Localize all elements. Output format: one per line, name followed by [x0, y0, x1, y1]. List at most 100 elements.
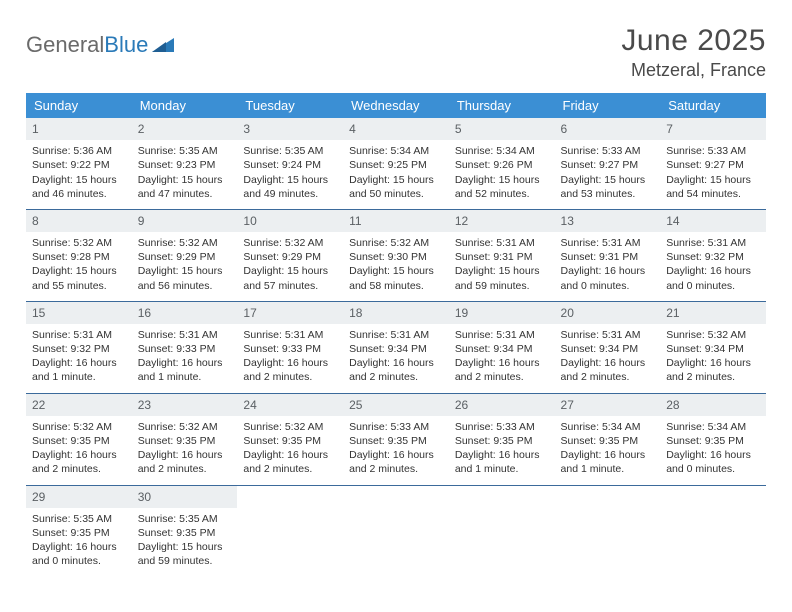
sunset-line: Sunset: 9:29 PM [138, 250, 232, 264]
brand-part1: General [26, 32, 104, 58]
sunset-line: Sunset: 9:30 PM [349, 250, 443, 264]
sunset-line: Sunset: 9:28 PM [32, 250, 126, 264]
sunset-line: Sunset: 9:35 PM [32, 526, 126, 540]
week-row: 8Sunrise: 5:32 AMSunset: 9:28 PMDaylight… [26, 209, 766, 301]
day-cell: 23Sunrise: 5:32 AMSunset: 9:35 PMDayligh… [132, 393, 238, 485]
day-cell: 10Sunrise: 5:32 AMSunset: 9:29 PMDayligh… [237, 209, 343, 301]
day-number: 18 [343, 302, 449, 324]
day-number: 30 [132, 486, 238, 508]
dow-row: Sunday Monday Tuesday Wednesday Thursday… [26, 93, 766, 118]
day-number: 13 [555, 210, 661, 232]
day-cell: 22Sunrise: 5:32 AMSunset: 9:35 PMDayligh… [26, 393, 132, 485]
daylight-line: Daylight: 15 hours and 46 minutes. [32, 173, 126, 201]
brand-triangle-icon [152, 32, 174, 58]
sunrise-line: Sunrise: 5:31 AM [666, 236, 760, 250]
brand-logo: GeneralBlue [26, 32, 174, 58]
day-number: 21 [660, 302, 766, 324]
sunset-line: Sunset: 9:35 PM [349, 434, 443, 448]
week-row: 29Sunrise: 5:35 AMSunset: 9:35 PMDayligh… [26, 485, 766, 576]
day-cell: 4Sunrise: 5:34 AMSunset: 9:25 PMDaylight… [343, 118, 449, 209]
sunset-line: Sunset: 9:34 PM [455, 342, 549, 356]
day-number: 1 [26, 118, 132, 140]
sunset-line: Sunset: 9:35 PM [243, 434, 337, 448]
sunset-line: Sunset: 9:34 PM [349, 342, 443, 356]
day-number: 28 [660, 394, 766, 416]
sunrise-line: Sunrise: 5:34 AM [455, 144, 549, 158]
daylight-line: Daylight: 15 hours and 50 minutes. [349, 173, 443, 201]
daylight-line: Daylight: 15 hours and 58 minutes. [349, 264, 443, 292]
daylight-line: Daylight: 16 hours and 1 minute. [32, 356, 126, 384]
daylight-line: Daylight: 16 hours and 1 minute. [455, 448, 549, 476]
day-number: 3 [237, 118, 343, 140]
location-label: Metzeral, France [621, 60, 766, 81]
day-cell: 5Sunrise: 5:34 AMSunset: 9:26 PMDaylight… [449, 118, 555, 209]
sunset-line: Sunset: 9:27 PM [561, 158, 655, 172]
day-cell: 17Sunrise: 5:31 AMSunset: 9:33 PMDayligh… [237, 301, 343, 393]
day-cell: 2Sunrise: 5:35 AMSunset: 9:23 PMDaylight… [132, 118, 238, 209]
sunrise-line: Sunrise: 5:32 AM [32, 236, 126, 250]
day-cell: 11Sunrise: 5:32 AMSunset: 9:30 PMDayligh… [343, 209, 449, 301]
sunset-line: Sunset: 9:27 PM [666, 158, 760, 172]
day-number: 4 [343, 118, 449, 140]
sunrise-line: Sunrise: 5:33 AM [561, 144, 655, 158]
day-cell: 1Sunrise: 5:36 AMSunset: 9:22 PMDaylight… [26, 118, 132, 209]
daylight-line: Daylight: 15 hours and 55 minutes. [32, 264, 126, 292]
day-number: 6 [555, 118, 661, 140]
daylight-line: Daylight: 16 hours and 0 minutes. [561, 264, 655, 292]
day-cell: 8 Sunrise: 5:32 AMSunset: 9:28 PMDaylight… [26, 209, 132, 301]
week-row: 15Sunrise: 5:31 AMSunset: 9:32 PMDayligh… [26, 301, 766, 393]
sunset-line: Sunset: 9:32 PM [666, 250, 760, 264]
sunrise-line: Sunrise: 5:32 AM [138, 420, 232, 434]
day-number: 11 [343, 210, 449, 232]
sunrise-line: Sunrise: 5:32 AM [243, 236, 337, 250]
day-cell: 28Sunrise: 5:34 AMSunset: 9:35 PMDayligh… [660, 393, 766, 485]
sunset-line: Sunset: 9:35 PM [455, 434, 549, 448]
day-cell: 27Sunrise: 5:34 AMSunset: 9:35 PMDayligh… [555, 393, 661, 485]
day-cell: 16Sunrise: 5:31 AMSunset: 9:33 PMDayligh… [132, 301, 238, 393]
sunset-line: Sunset: 9:35 PM [561, 434, 655, 448]
day-cell: 30Sunrise: 5:35 AMSunset: 9:35 PMDayligh… [132, 485, 238, 576]
sunrise-line: Sunrise: 5:35 AM [138, 512, 232, 526]
day-number: 2 [132, 118, 238, 140]
sunrise-line: Sunrise: 5:33 AM [349, 420, 443, 434]
sunrise-line: Sunrise: 5:32 AM [32, 420, 126, 434]
sunset-line: Sunset: 9:29 PM [243, 250, 337, 264]
daylight-line: Daylight: 16 hours and 2 minutes. [243, 448, 337, 476]
sunrise-line: Sunrise: 5:33 AM [666, 144, 760, 158]
sunset-line: Sunset: 9:33 PM [138, 342, 232, 356]
dow-tuesday: Tuesday [237, 93, 343, 118]
day-cell: 21Sunrise: 5:32 AMSunset: 9:34 PMDayligh… [660, 301, 766, 393]
day-cell: 24Sunrise: 5:32 AMSunset: 9:35 PMDayligh… [237, 393, 343, 485]
sunrise-line: Sunrise: 5:31 AM [455, 328, 549, 342]
sunset-line: Sunset: 9:35 PM [138, 434, 232, 448]
day-number: 9 [132, 210, 238, 232]
sunrise-line: Sunrise: 5:33 AM [455, 420, 549, 434]
sunset-line: Sunset: 9:35 PM [138, 526, 232, 540]
sunset-line: Sunset: 9:23 PM [138, 158, 232, 172]
day-number: 14 [660, 210, 766, 232]
calendar-page: GeneralBlue June 2025 Metzeral, France S… [0, 0, 792, 600]
daylight-line: Daylight: 16 hours and 2 minutes. [138, 448, 232, 476]
daylight-line: Daylight: 15 hours and 59 minutes. [455, 264, 549, 292]
empty-cell [449, 485, 555, 576]
daylight-line: Daylight: 16 hours and 0 minutes. [32, 540, 126, 568]
sunset-line: Sunset: 9:32 PM [32, 342, 126, 356]
sunrise-line: Sunrise: 5:31 AM [349, 328, 443, 342]
daylight-line: Daylight: 15 hours and 47 minutes. [138, 173, 232, 201]
dow-sunday: Sunday [26, 93, 132, 118]
daylight-line: Daylight: 16 hours and 2 minutes. [32, 448, 126, 476]
day-cell: 26 Sunrise: 5:33 AMSunset: 9:35 PMDayligh… [449, 393, 555, 485]
sunrise-line: Sunrise: 5:31 AM [32, 328, 126, 342]
day-cell: 14 Sunrise: 5:31 AMSunset: 9:32 PMDayligh… [660, 209, 766, 301]
daylight-line: Daylight: 15 hours and 53 minutes. [561, 173, 655, 201]
sunset-line: Sunset: 9:35 PM [32, 434, 126, 448]
daylight-line: Daylight: 16 hours and 0 minutes. [666, 264, 760, 292]
day-number: 26 [449, 394, 555, 416]
day-number: 8 [26, 210, 132, 232]
sunrise-line: Sunrise: 5:32 AM [138, 236, 232, 250]
sunrise-line: Sunrise: 5:36 AM [32, 144, 126, 158]
sunrise-line: Sunrise: 5:31 AM [561, 236, 655, 250]
sunrise-line: Sunrise: 5:32 AM [243, 420, 337, 434]
day-cell: 13Sunrise: 5:31 AMSunset: 9:31 PMDayligh… [555, 209, 661, 301]
day-number: 17 [237, 302, 343, 324]
